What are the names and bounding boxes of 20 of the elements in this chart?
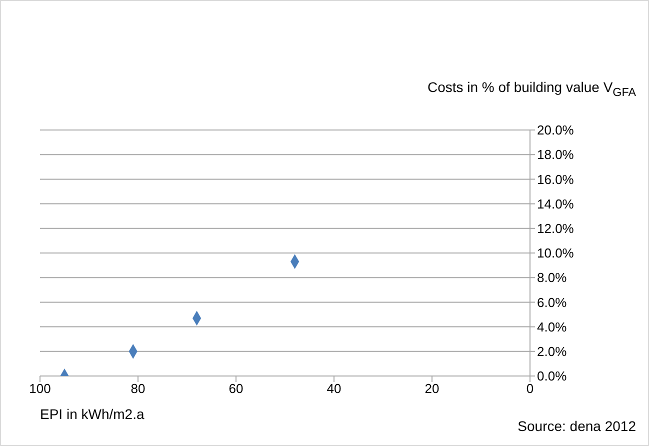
x-tick-label: 100 xyxy=(29,381,51,396)
x-tick-label: 40 xyxy=(326,381,342,396)
y-tick-label: 20.0% xyxy=(537,122,574,138)
y-tick-label: 12.0% xyxy=(537,221,574,236)
x-axis-title: EPI in kWh/m2.a xyxy=(40,406,144,422)
y-tick-label: 14.0% xyxy=(537,196,574,212)
y-tick-label: 8.0% xyxy=(537,270,568,286)
x-tick-label: 80 xyxy=(130,381,146,396)
y-tick-label: 0.0% xyxy=(537,368,568,384)
y-axis-title: Costs in % of building value V$_{GFA}$ xyxy=(427,79,636,99)
y-tick-label: 2.0% xyxy=(537,344,568,360)
y-tick-label: 6.0% xyxy=(537,294,568,310)
x-tick-label: 20 xyxy=(424,381,440,396)
y-tick-label: 4.0% xyxy=(537,319,568,334)
y-tick-label: 10.0% xyxy=(537,246,574,261)
y-tick-label: 18.0% xyxy=(537,147,574,162)
x-tick-label: 60 xyxy=(228,381,244,396)
x-tick-label: 0 xyxy=(526,381,534,396)
source-note: Source: dena 2012 xyxy=(518,418,636,434)
y-tick-label: 16.0% xyxy=(537,172,574,187)
